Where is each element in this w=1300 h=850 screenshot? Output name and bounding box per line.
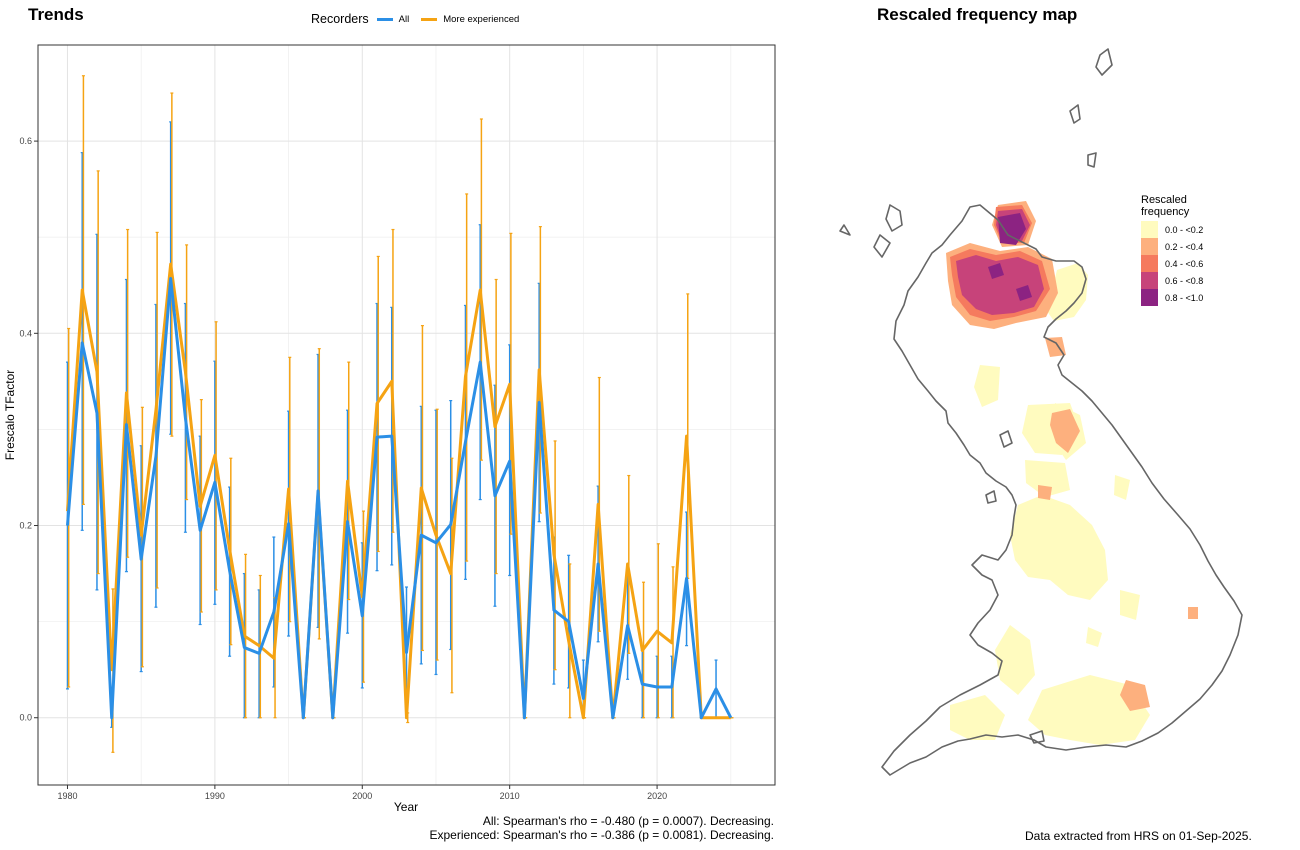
coastline [839, 48, 1243, 776]
stats-line-all: All: Spearman's rho = -0.480 (p = 0.0007… [482, 814, 774, 828]
data-source-footer: Data extracted from HRS on 01-Sep-2025. [1025, 829, 1252, 843]
map-legend-title-line2: frequency [1141, 206, 1190, 218]
y-tick-label: 0.6 [19, 136, 32, 146]
legend-key-experienced [421, 17, 438, 21]
stats-line-experienced: Experienced: Spearman's rho = -0.386 (p … [429, 827, 775, 842]
trend-chart: 1980 1990 2000 2010 2020 0.0 0.2 0.4 0.6 Year Fr… [3, 44, 776, 814]
y-axis-label: Frescalo TFactor [3, 370, 17, 460]
legend-swatch-label: 0.2 - <0.4 [1165, 241, 1204, 252]
legend-swatch [1141, 238, 1158, 255]
legend-title: Recorders [311, 12, 369, 26]
series-legend: Recorders All More experienced [311, 12, 529, 26]
frequency-map [839, 48, 1243, 776]
legend-swatch [1141, 221, 1158, 238]
map-legend-title-line1: Rescaled [1141, 194, 1187, 206]
legend-swatch-label: 0.0 - <0.2 [1165, 224, 1204, 235]
legend-key-all [376, 17, 393, 21]
map-legend-title: Rescaled frequency [1141, 194, 1203, 218]
legend-swatch-label: 0.8 - <1.0 [1165, 292, 1204, 303]
x-tick-label: 2020 [647, 791, 667, 801]
map-legend: Rescaled frequency 0.0 - <0.2 0.2 - <0.4… [1141, 194, 1203, 306]
x-axis-label: Year [394, 800, 418, 814]
legend-swatch-label: 0.4 - <0.6 [1165, 258, 1204, 269]
x-tick-label: 1990 [205, 791, 225, 801]
legend-swatch-label: 0.6 - <0.8 [1165, 275, 1204, 286]
trend-statistics: All: Spearman's rho = -0.480 (p = 0.0007… [429, 814, 775, 842]
legend-swatch [1141, 255, 1158, 272]
map-legend-row: 0.6 - <0.8 [1141, 272, 1203, 289]
map-legend-row: 0.4 - <0.6 [1141, 255, 1203, 272]
x-tick-label: 2000 [352, 791, 372, 801]
legend-label-experienced: More experienced [443, 13, 520, 25]
plot-panel-border [37, 44, 776, 786]
legend-label-all: All [398, 13, 410, 25]
legend-swatch [1141, 272, 1158, 289]
map-title: Rescaled frequency map [877, 5, 1078, 24]
legend-swatch [1141, 289, 1158, 306]
series-line-all [65, 277, 733, 720]
frequency-cells [946, 201, 1198, 745]
x-tick-label: 2010 [500, 791, 520, 801]
x-tick-label: 1980 [57, 791, 77, 801]
trends-title: Trends [28, 5, 84, 24]
map-legend-row: 0.8 - <1.0 [1141, 289, 1203, 306]
map-legend-row: 0.0 - <0.2 [1141, 221, 1203, 238]
y-tick-label: 0.0 [19, 713, 32, 723]
y-tick-label: 0.2 [19, 521, 32, 531]
map-legend-row: 0.2 - <0.4 [1141, 238, 1203, 255]
y-tick-label: 0.4 [19, 328, 32, 338]
